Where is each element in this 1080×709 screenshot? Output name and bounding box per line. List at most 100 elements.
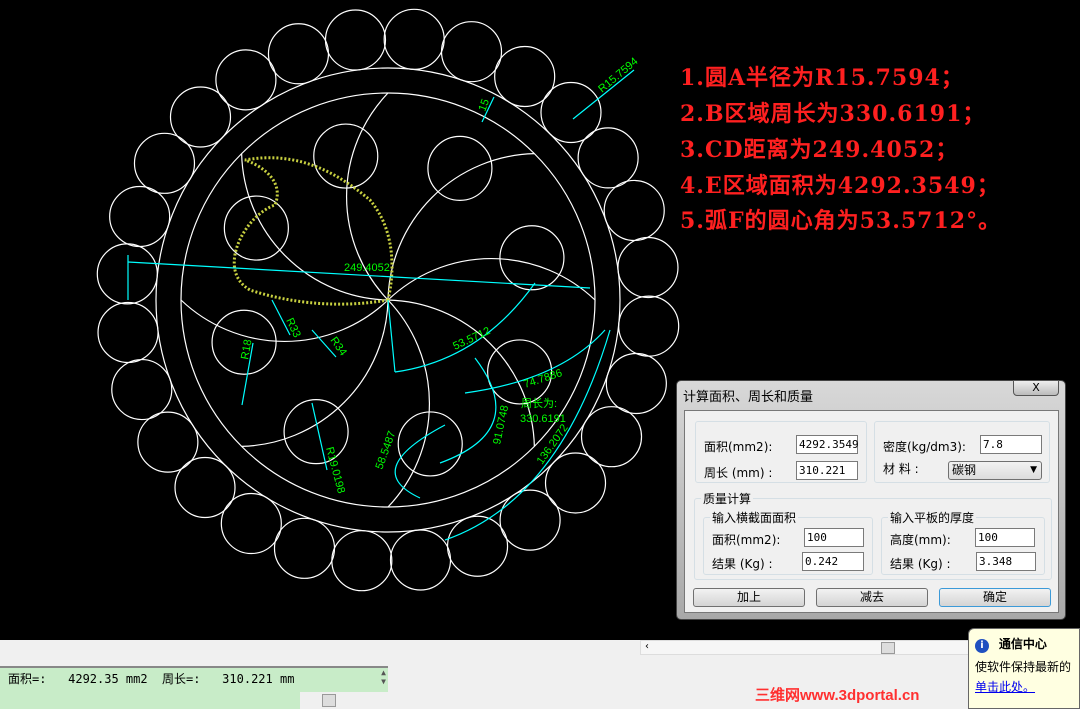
subtract-button[interactable]: 减去 — [816, 588, 928, 607]
ring-circle — [133, 132, 196, 194]
ring-circle — [137, 411, 199, 473]
ring-circle — [383, 8, 445, 70]
density-field[interactable]: 7.8 — [980, 435, 1042, 454]
density-label: 密度(kg/dm3): — [883, 440, 966, 454]
blade-tip-circle — [427, 135, 493, 201]
ring-circle — [618, 295, 680, 357]
communication-center-balloon[interactable]: i 通信中心 使软件保持最新的 单击此处。 — [968, 628, 1080, 709]
dim-angle: 53.5712 — [451, 325, 492, 353]
horizontal-scrollbar[interactable]: ‹ — [640, 640, 970, 655]
material-value: 碳钢 — [952, 463, 977, 477]
ring-circle — [97, 301, 159, 364]
ring-circle — [109, 185, 171, 248]
ring-circle — [220, 492, 282, 555]
ring-circle — [605, 352, 667, 415]
ring-circle — [577, 127, 639, 189]
perimeter-label: 周长为: — [521, 397, 557, 410]
note-2: 2.B区域周长为330.6191； — [680, 101, 986, 127]
section-group-title: 输入横截面面积 — [710, 509, 799, 526]
perimeter-field[interactable]: 310.221 — [796, 461, 858, 480]
command-input[interactable] — [0, 692, 372, 709]
highlighted-region-b — [232, 156, 394, 306]
section-area-field[interactable]: 100 — [804, 528, 864, 547]
section-result-field[interactable]: 0.242 — [802, 552, 864, 571]
plate-height-field[interactable]: 100 — [975, 528, 1035, 547]
command-scrollbar[interactable] — [300, 692, 372, 709]
plate-height-label: 高度(mm): — [890, 533, 951, 547]
scroll-up-icon[interactable]: ▲ ▼ — [381, 668, 386, 686]
plate-result-label: 结果 (Kg) : — [890, 557, 951, 571]
perimeter-value: 330.6191 — [520, 413, 566, 425]
cad-drawing-canvas[interactable]: 249.4052 R15.7594 15 53.5712 74.7886 91.… — [0, 0, 1080, 640]
dim-arc3: 58.5487 — [374, 430, 399, 471]
balloon-text: 使软件保持最新的 — [975, 660, 1072, 674]
ring-circle — [540, 81, 602, 144]
area-field[interactable]: 4292.3549 — [796, 435, 859, 454]
balloon-title: 通信中心 — [998, 637, 1047, 651]
dim-arc2: 91.0748 — [491, 404, 511, 445]
spiral-arc — [387, 153, 535, 301]
ring-circle — [169, 86, 232, 148]
command-output: 面积=: 4292.35 mm2 周长=: 310.221 mm — [8, 672, 295, 686]
ok-button[interactable]: 确定 — [939, 588, 1051, 607]
outer-ring-circles — [96, 8, 680, 592]
note-3: 3.CD距离为249.4052； — [680, 137, 959, 163]
command-scroll-thumb[interactable] — [322, 694, 336, 707]
perimeter-label: 周长 (mm) : — [704, 466, 773, 480]
close-button[interactable]: X — [1013, 380, 1059, 396]
dim-r19: R19.0198 — [323, 446, 347, 495]
scroll-thumb[interactable] — [881, 642, 895, 654]
dim-radius-a: R15.7594 — [596, 55, 640, 95]
ring-circle — [111, 358, 173, 421]
note-1: 1.圆A半径为R15.7594； — [680, 65, 964, 91]
plate-group-title: 输入平板的厚度 — [888, 509, 977, 526]
dim-arc1: 74.7886 — [522, 367, 564, 391]
spiral-arc — [241, 153, 389, 301]
note-4: 4.E区域面积为4292.3549； — [680, 173, 1000, 199]
ring-circle — [267, 23, 330, 85]
spiral-blades — [180, 92, 596, 508]
ring-circle — [96, 243, 158, 305]
note-5: 5.弧F的圆心角为53.5712°。 — [680, 208, 1002, 234]
ring-circle — [331, 530, 393, 592]
dim-r34: R34 — [328, 335, 349, 358]
blade-tip-circle — [211, 309, 277, 375]
blade-tip-circle — [223, 195, 289, 261]
dim-15: 15 — [477, 97, 492, 113]
outer-circle — [155, 67, 621, 533]
plate-group: 输入平板的厚度 高度(mm): 100 结果 (Kg) : 3.348 — [881, 509, 1045, 575]
area-label: 面积(mm2): — [704, 440, 773, 454]
ring-circle — [215, 49, 277, 111]
chevron-down-icon: ▼ — [1030, 465, 1037, 475]
spiral-arc — [387, 299, 535, 447]
dialog-title: 计算面积、周长和质量 — [683, 390, 814, 405]
ring-circle — [273, 517, 336, 579]
section-result-label: 结果 (Kg) : — [712, 557, 773, 571]
ring-circle — [617, 236, 679, 299]
dim-arc4: 136.2072 — [535, 422, 571, 466]
blade-tip-circle — [487, 339, 553, 405]
ring-circle — [603, 179, 665, 242]
material-label: 材 料 : — [883, 462, 919, 476]
spiral-arc — [387, 258, 596, 301]
dim-cd: 249.4052 — [344, 262, 390, 274]
spiral-arc — [180, 299, 389, 342]
ring-circle — [544, 452, 607, 514]
ring-circle — [324, 9, 387, 71]
dialog-body: 面积(mm2): 4292.3549 周长 (mm) : 310.221 密度(… — [684, 410, 1059, 613]
section-group: 输入横截面面积 面积(mm2): 100 结果 (Kg) : 0.242 — [703, 509, 873, 575]
plate-result-field[interactable]: 3.348 — [976, 552, 1036, 571]
area-perimeter-mass-dialog: 计算面积、周长和质量 X 面积(mm2): 4292.3549 周长 (mm) … — [676, 380, 1066, 620]
blade-tip-circle — [499, 225, 565, 291]
ring-circle — [174, 456, 236, 519]
add-button[interactable]: 加上 — [693, 588, 805, 607]
blade-tip-circle — [283, 399, 349, 465]
info-icon: i — [975, 639, 989, 653]
balloon-link[interactable]: 单击此处。 — [975, 680, 1036, 694]
dimension-lines — [127, 69, 635, 541]
blade-tip-circle — [313, 123, 379, 189]
scroll-left-icon[interactable]: ‹ — [645, 641, 649, 652]
ring-circle — [440, 21, 503, 83]
material-select[interactable]: 碳钢 ▼ — [948, 461, 1042, 480]
blade-tip-circle — [397, 411, 463, 477]
